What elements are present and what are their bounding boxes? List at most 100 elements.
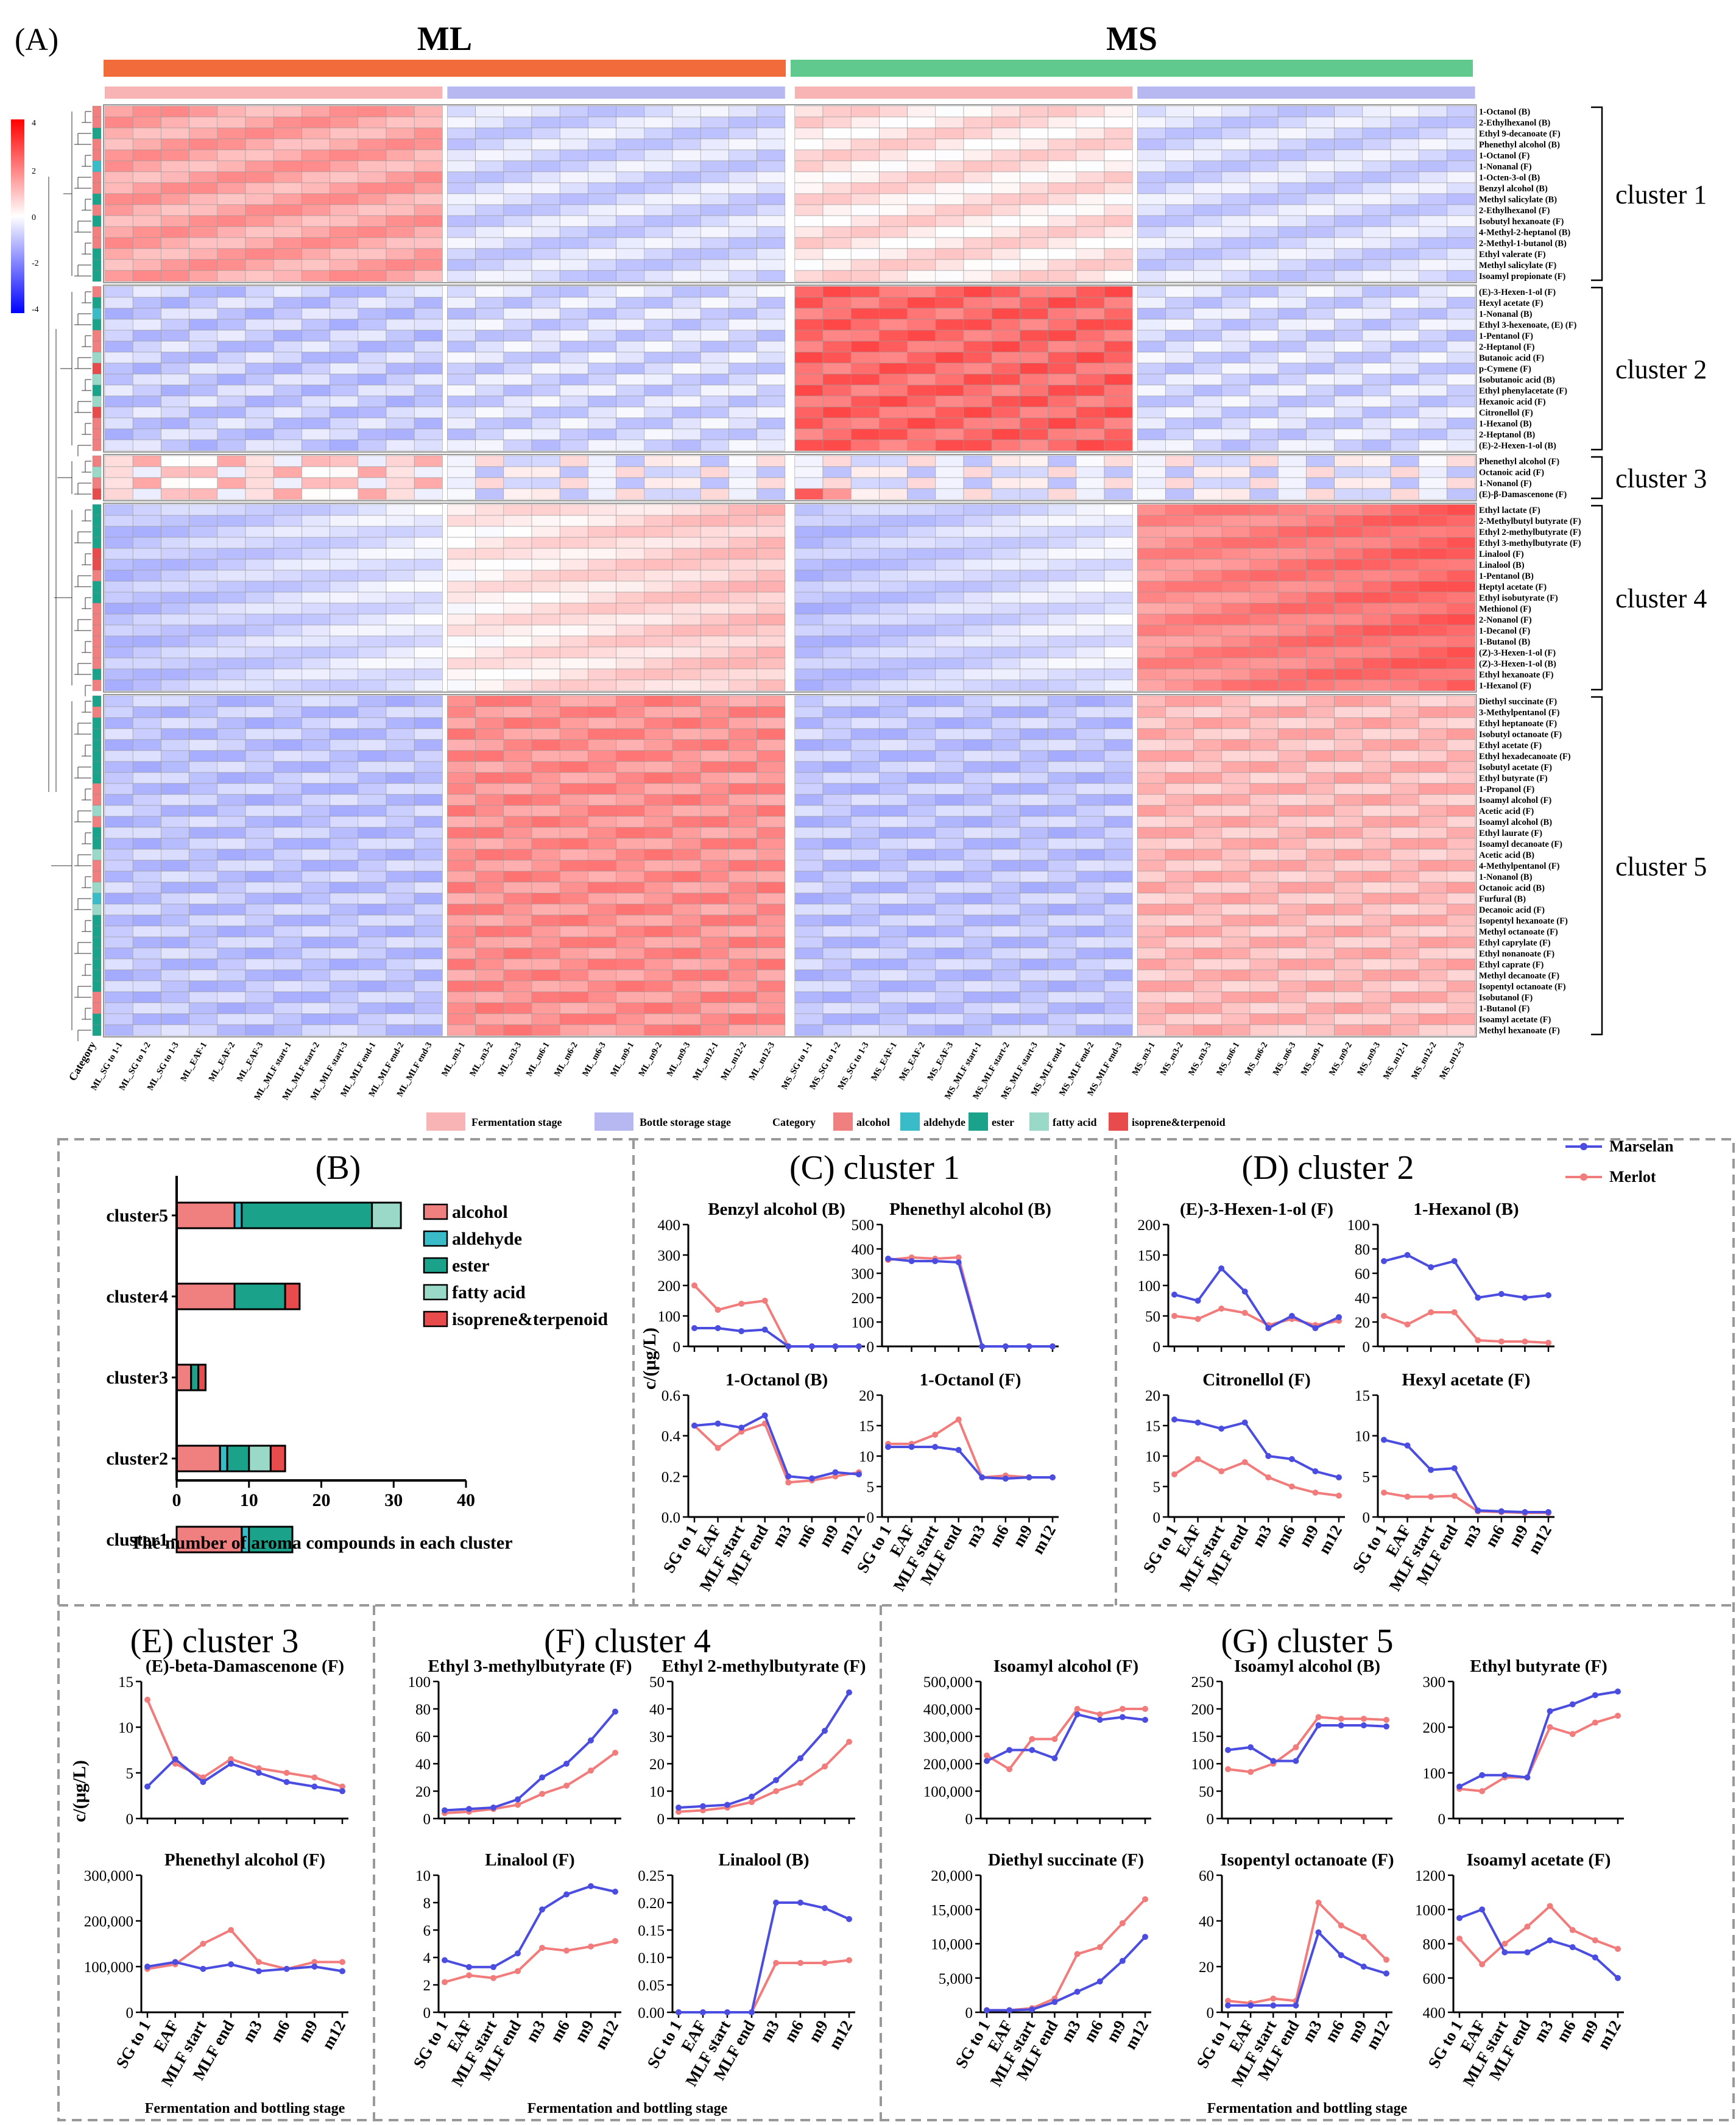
heatmap-cell [1048, 237, 1077, 249]
heatmap-cell [850, 439, 880, 451]
heatmap-cell [1306, 914, 1335, 927]
heatmap-cell [1193, 319, 1223, 331]
heatmap-cell [991, 352, 1020, 364]
column-label: MS_m9-1 [1299, 1041, 1326, 1077]
heatmap-cell [794, 1024, 824, 1036]
heatmap-cell [475, 570, 504, 582]
heatmap-cell [1020, 488, 1048, 500]
heatmap-cell [1306, 816, 1335, 828]
heatmap-cell [414, 679, 443, 691]
heatmap-cell [672, 308, 701, 320]
heatmap-cell [672, 706, 701, 718]
heatmap-cell [1076, 761, 1105, 773]
heatmap-cell [1193, 1024, 1223, 1036]
heatmap-cell [1390, 893, 1419, 905]
heatmap-cell [1334, 980, 1363, 992]
heatmap-cell [1306, 624, 1335, 637]
heatmap-cell [1020, 286, 1048, 298]
heatmap-cell [447, 980, 476, 992]
heatmap-cell [330, 958, 359, 971]
heatmap-cell [1104, 613, 1133, 626]
heatmap-cell [1048, 728, 1077, 740]
heatmap-cell [1193, 439, 1223, 451]
heatmap-cell [1249, 860, 1279, 872]
heatmap-cell [729, 1024, 757, 1036]
heatmap-cell [822, 308, 852, 320]
heatmap-cell [1193, 772, 1223, 784]
heatmap-cell [963, 805, 992, 817]
heatmap-cell [963, 204, 992, 216]
row-label: Hexanoic acid (F) [1479, 397, 1546, 407]
heatmap-cell [1048, 105, 1077, 118]
heatmap-cell [1362, 849, 1391, 861]
heatmap-cell [672, 330, 701, 342]
y-tick-label: 80 [415, 1702, 431, 1718]
heatmap-cell [1249, 871, 1279, 883]
heatmap-cell [1418, 570, 1447, 582]
heatmap-cell [104, 794, 133, 806]
heatmap-cell [559, 127, 588, 140]
heatmap-cell [1193, 783, 1223, 795]
heatmap-cell [672, 1002, 701, 1014]
heatmap-cell [1020, 362, 1048, 375]
heatmap-cell [879, 270, 908, 282]
heatmap-cell [1193, 515, 1223, 527]
heatmap-cell [991, 171, 1020, 183]
heatmap-cell [588, 297, 616, 309]
heatmap-cell [161, 116, 189, 129]
heatmap-cell [1104, 373, 1133, 386]
heatmap-cell [1362, 373, 1391, 386]
heatmap-cell [559, 925, 588, 938]
heatmap-cell [1418, 958, 1447, 971]
heatmap-cell [935, 362, 964, 375]
row-label: 1-Propanol (F) [1479, 785, 1534, 794]
heatmap-cell [273, 646, 302, 659]
heatmap-cell [672, 384, 701, 397]
y-tick-label: 0 [126, 2005, 134, 2021]
heatmap-cell [503, 488, 532, 500]
heatmap-cell [1277, 750, 1307, 762]
heatmap-cell [273, 958, 302, 971]
heatmap-cell [757, 466, 786, 478]
heatmap-cell [963, 717, 992, 729]
heatmap-cell [386, 204, 415, 216]
heatmap-cell [616, 646, 645, 659]
heatmap-cell [302, 270, 330, 282]
heatmap-cell [729, 592, 757, 604]
heatmap-cell [1137, 488, 1166, 500]
heatmap-cell [559, 270, 588, 282]
heatmap-cell [1306, 395, 1335, 408]
cluster-bracket [1591, 106, 1603, 281]
heatmap-cell [1020, 237, 1048, 249]
row-label: Ethyl laurate (F) [1479, 829, 1542, 838]
heatmap-cell [616, 624, 645, 637]
heatmap-cell [879, 980, 908, 992]
heatmap-cell [414, 816, 443, 828]
category-cell [92, 297, 102, 309]
heatmap-cell [161, 925, 189, 938]
data-point [785, 1473, 792, 1480]
heatmap-cell [189, 149, 218, 161]
heatmap-cell [330, 761, 359, 773]
heatmap-cell [302, 341, 330, 353]
heatmap-cell [475, 466, 504, 478]
heatmap-cell [1221, 270, 1251, 282]
heatmap-cell [729, 160, 757, 172]
category-cell [92, 226, 102, 238]
heatmap-cell [794, 772, 824, 784]
heatmap-cell [850, 827, 880, 839]
heatmap-cell [1418, 646, 1447, 659]
heatmap-cell [531, 259, 560, 271]
heatmap-cell [757, 526, 786, 538]
heatmap-cell [386, 816, 415, 828]
heatmap-cell [189, 373, 218, 386]
heatmap-cell [1048, 330, 1077, 342]
heatmap-cell [132, 477, 161, 489]
heatmap-cell [531, 105, 560, 118]
heatmap-cell [822, 116, 852, 129]
heatmap-cell [1048, 428, 1077, 440]
heatmap-cell [822, 750, 852, 762]
heatmap-cell [794, 624, 824, 637]
